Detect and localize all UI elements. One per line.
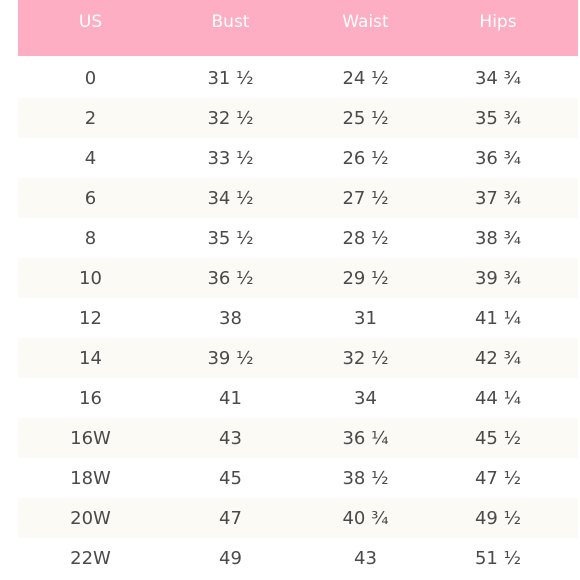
waist-cell: 40 ¾ [342, 507, 389, 529]
header-waist: Waist [342, 12, 389, 32]
bust-cell: 43 [219, 427, 242, 449]
bust-cell: 36 ½ [207, 267, 254, 289]
bust-cell: 33 ½ [207, 147, 254, 169]
us-size-cell: 4 [84, 147, 97, 169]
us-size-cell: 20W [70, 507, 111, 529]
hips-cell: 38 ¾ [474, 227, 522, 249]
bust-cell: 49 [219, 547, 242, 569]
us-size-cell: 16W [70, 427, 111, 449]
us-size-cell: 22W [70, 547, 111, 569]
table-row: 2 32 ½ 25 ½ 35 ¾ [18, 98, 578, 138]
size-chart-body: 0 31 ½ 24 ½ 34 ¾ 2 32 ½ 25 ½ 35 ¾ 4 33 ½ 26 ½ 36 ¾ 6… [18, 58, 578, 578]
hips-cell: 39 ¾ [474, 267, 522, 289]
waist-cell: 31 [354, 307, 377, 329]
waist-cell: 26 ½ [342, 147, 389, 169]
table-row: 22W 49 43 51 ½ [18, 538, 578, 578]
waist-cell: 25 ½ [342, 107, 389, 129]
size-chart: US Bust Waist Hips 0 31 ½ 24 ½ 34 ¾ 2 32 ½ 25 … [18, 0, 578, 578]
hips-cell: 35 ¾ [474, 107, 522, 129]
us-size-cell: 2 [84, 107, 97, 129]
table-row: 6 34 ½ 27 ½ 37 ¾ [18, 178, 578, 218]
hips-cell: 42 ¾ [474, 347, 522, 369]
waist-cell: 28 ½ [342, 227, 389, 249]
hips-cell: 36 ¾ [474, 147, 522, 169]
hips-cell: 41 ¼ [474, 307, 522, 329]
us-size-cell: 18W [70, 467, 111, 489]
hips-cell: 44 ¼ [474, 387, 522, 409]
waist-cell: 38 ½ [342, 467, 389, 489]
waist-cell: 32 ½ [342, 347, 389, 369]
hips-cell: 37 ¾ [474, 187, 522, 209]
bust-cell: 38 [219, 307, 242, 329]
waist-cell: 36 ¼ [342, 427, 389, 449]
us-size-cell: 6 [84, 187, 97, 209]
table-row: 0 31 ½ 24 ½ 34 ¾ [18, 58, 578, 98]
header-us: US [78, 12, 103, 32]
bust-cell: 31 ½ [207, 67, 254, 89]
us-size-cell: 12 [79, 307, 102, 329]
table-row: 4 33 ½ 26 ½ 36 ¾ [18, 138, 578, 178]
waist-cell: 27 ½ [342, 187, 389, 209]
us-size-cell: 16 [79, 387, 102, 409]
hips-cell: 47 ½ [474, 467, 522, 489]
us-size-cell: 8 [84, 227, 97, 249]
bust-cell: 32 ½ [207, 107, 254, 129]
bust-cell: 47 [219, 507, 242, 529]
table-row: 18W 45 38 ½ 47 ½ [18, 458, 578, 498]
size-chart-header: US Bust Waist Hips [18, 0, 578, 56]
bust-cell: 34 ½ [207, 187, 254, 209]
waist-cell: 43 [354, 547, 377, 569]
hips-cell: 49 ½ [474, 507, 522, 529]
table-row: 16W 43 36 ¼ 45 ½ [18, 418, 578, 458]
table-row: 16 41 34 44 ¼ [18, 378, 578, 418]
us-size-cell: 10 [79, 267, 102, 289]
table-row: 14 39 ½ 32 ½ 42 ¾ [18, 338, 578, 378]
table-row: 12 38 31 41 ¼ [18, 298, 578, 338]
header-hips: Hips [479, 12, 517, 32]
table-row: 20W 47 40 ¾ 49 ½ [18, 498, 578, 538]
waist-cell: 29 ½ [342, 267, 389, 289]
hips-cell: 34 ¾ [474, 67, 522, 89]
bust-cell: 35 ½ [207, 227, 254, 249]
table-row: 10 36 ½ 29 ½ 39 ¾ [18, 258, 578, 298]
hips-cell: 51 ½ [474, 547, 522, 569]
waist-cell: 24 ½ [342, 67, 389, 89]
table-row: 8 35 ½ 28 ½ 38 ¾ [18, 218, 578, 258]
waist-cell: 34 [354, 387, 377, 409]
hips-cell: 45 ½ [474, 427, 522, 449]
bust-cell: 39 ½ [207, 347, 254, 369]
us-size-cell: 0 [84, 67, 97, 89]
bust-cell: 45 [219, 467, 242, 489]
header-bust: Bust [211, 12, 250, 32]
bust-cell: 41 [219, 387, 242, 409]
us-size-cell: 14 [79, 347, 102, 369]
